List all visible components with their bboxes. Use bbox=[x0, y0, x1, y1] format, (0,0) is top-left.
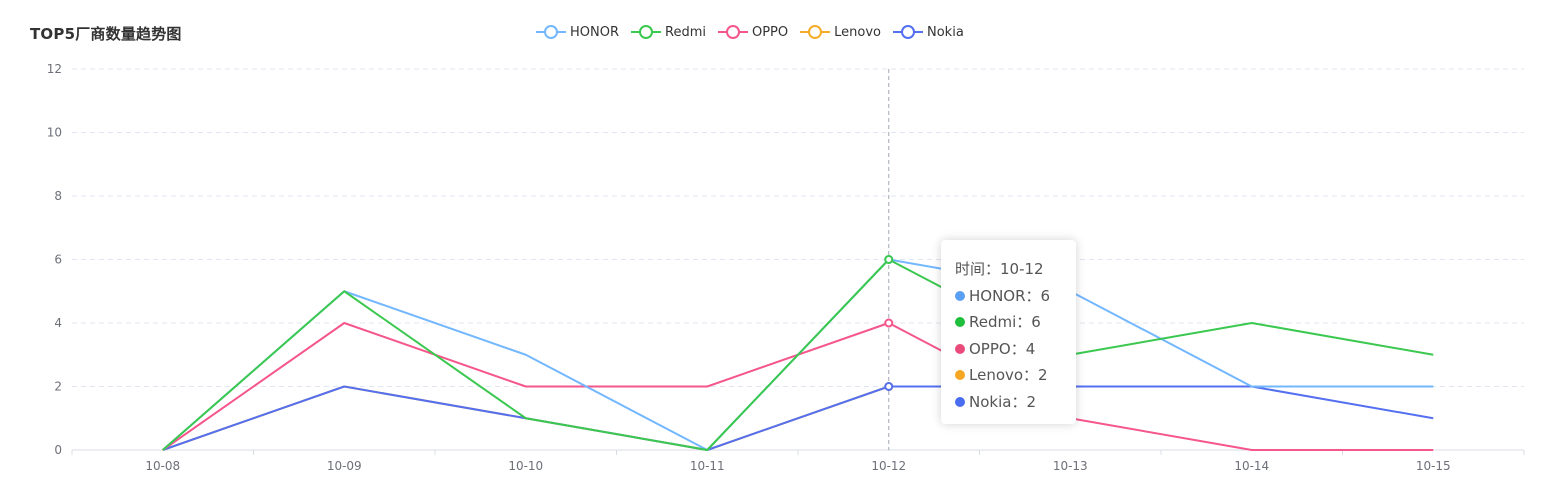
legend-label-nokia: Nokia bbox=[927, 24, 964, 40]
tooltip-dot-oppo bbox=[955, 343, 965, 354]
tooltip-row-honor: HONOR：6 bbox=[955, 283, 1076, 310]
tooltip-label-oppo: OPPO：4 bbox=[969, 339, 1036, 358]
x-tick-label: 10-11 bbox=[690, 459, 725, 473]
data-point-oppo bbox=[884, 318, 894, 328]
x-tick-label: 10-15 bbox=[1416, 459, 1451, 473]
chart-title: TOP5厂商数量趋势图 bbox=[30, 25, 182, 43]
x-tick-label: 10-08 bbox=[145, 459, 180, 473]
tooltip-row-nokia: Nokia：2 bbox=[955, 389, 1076, 416]
y-tick-label: 4 bbox=[54, 316, 62, 330]
legend-swatch-oppo bbox=[717, 25, 748, 39]
data-point-nokia bbox=[884, 382, 894, 391]
legend-label-redmi: Redmi bbox=[665, 24, 706, 40]
legend: HONOR Redmi OPPO Lenovo Nokia bbox=[536, 24, 976, 40]
x-tick-label: 10-10 bbox=[508, 459, 543, 473]
y-tick-label: 0 bbox=[54, 443, 62, 457]
x-tick-label: 10-09 bbox=[327, 459, 362, 473]
series-line-redmi bbox=[162, 258, 1434, 451]
y-tick-label: 12 bbox=[47, 62, 62, 76]
legend-item-oppo[interactable]: OPPO bbox=[717, 24, 789, 40]
series-line-nokia bbox=[162, 385, 1434, 451]
tooltip-label-redmi: Redmi：6 bbox=[969, 313, 1041, 331]
tooltip-header: 时间：10-12 bbox=[955, 260, 1044, 278]
legend-label-lenovo: Lenovo bbox=[834, 24, 881, 40]
tooltip-row-lenovo: Lenovo：2 bbox=[955, 362, 1076, 389]
x-tick-label: 10-14 bbox=[1234, 459, 1269, 473]
legend-item-nokia[interactable]: Nokia bbox=[893, 24, 964, 40]
legend-item-honor[interactable]: HONOR bbox=[536, 24, 619, 40]
data-point-redmi bbox=[884, 255, 894, 264]
tooltip-dot-honor bbox=[955, 290, 965, 301]
legend-item-redmi[interactable]: Redmi bbox=[631, 24, 706, 40]
tooltip-dot-nokia bbox=[955, 396, 965, 407]
y-tick-label: 8 bbox=[54, 189, 62, 203]
y-tick-label: 10 bbox=[47, 126, 62, 140]
legend-swatch-nokia bbox=[893, 25, 923, 39]
tooltip-label-lenovo: Lenovo：2 bbox=[969, 366, 1048, 384]
tooltip-row-redmi: Redmi：6 bbox=[955, 309, 1076, 336]
legend-swatch-honor bbox=[536, 25, 566, 39]
legend-label-honor: HONOR bbox=[570, 24, 619, 40]
x-tick-label: 10-13 bbox=[1053, 459, 1088, 473]
tooltip-label-nokia: Nokia：2 bbox=[969, 392, 1036, 411]
legend-swatch-lenovo bbox=[800, 25, 831, 39]
tooltip-label-honor: HONOR：6 bbox=[969, 286, 1051, 305]
y-tick-label: 6 bbox=[54, 253, 62, 267]
x-tick-label: 10-12 bbox=[871, 459, 906, 473]
tooltip-dot-lenovo bbox=[955, 370, 965, 381]
legend-item-lenovo[interactable]: Lenovo bbox=[800, 24, 881, 40]
tooltip-dot-redmi bbox=[955, 317, 965, 328]
legend-swatch-redmi bbox=[631, 25, 661, 39]
tooltip-row-oppo: OPPO：4 bbox=[955, 336, 1076, 363]
tooltip: 时间：10-12 HONOR：6 Redmi：6 OPPO：4 Lenovo：2… bbox=[941, 240, 1076, 424]
legend-label-oppo: OPPO bbox=[751, 24, 789, 40]
y-tick-label: 2 bbox=[54, 380, 62, 394]
